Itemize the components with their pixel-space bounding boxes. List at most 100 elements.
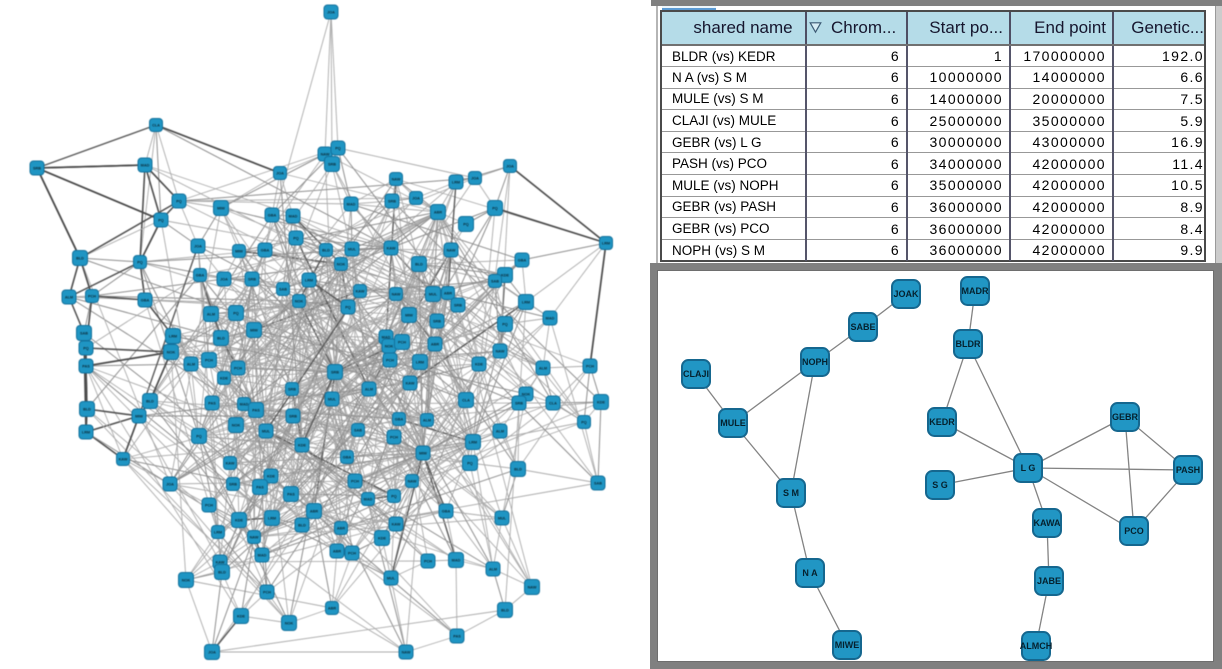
svg-text:BLD: BLD bbox=[218, 571, 226, 575]
svg-text:NAW: NAW bbox=[447, 249, 456, 253]
svg-text:PCO: PCO bbox=[1124, 526, 1144, 536]
svg-text:PQ: PQ bbox=[196, 435, 202, 439]
svg-text:L G: L G bbox=[1021, 463, 1036, 473]
svg-text:KDE: KDE bbox=[501, 274, 509, 278]
svg-text:PQ: PQ bbox=[137, 261, 143, 265]
svg-text:BLD: BLD bbox=[322, 249, 330, 253]
svg-text:PQ: PQ bbox=[581, 421, 587, 425]
svg-text:KDE: KDE bbox=[298, 444, 306, 448]
svg-text:SRB: SRB bbox=[515, 402, 523, 406]
svg-text:PQ: PQ bbox=[158, 219, 164, 223]
svg-text:PAS: PAS bbox=[252, 409, 260, 413]
svg-text:PCH: PCH bbox=[263, 591, 271, 595]
svg-text:ALM: ALM bbox=[489, 568, 497, 572]
svg-text:MIW: MIW bbox=[235, 250, 243, 254]
svg-text:JOA: JOA bbox=[208, 651, 216, 655]
svg-text:MIW: MIW bbox=[217, 207, 225, 211]
svg-text:MADR: MADR bbox=[962, 286, 989, 296]
svg-text:PCH: PCH bbox=[398, 341, 406, 345]
svg-text:MAD: MAD bbox=[364, 498, 373, 502]
svg-text:JOA: JOA bbox=[327, 11, 335, 15]
svg-text:MAD: MAD bbox=[258, 554, 267, 558]
svg-text:PQ: PQ bbox=[492, 207, 498, 211]
svg-text:ALM: ALM bbox=[65, 296, 73, 300]
svg-text:MUL: MUL bbox=[328, 398, 337, 402]
svg-text:BLD: BLD bbox=[415, 263, 423, 267]
svg-text:KAW: KAW bbox=[387, 247, 396, 251]
svg-text:ABR: ABR bbox=[328, 607, 336, 611]
svg-text:ABR: ABR bbox=[444, 292, 452, 296]
svg-text:MIW: MIW bbox=[135, 415, 143, 419]
svg-text:LRM: LRM bbox=[169, 335, 177, 339]
svg-text:PAS: PAS bbox=[287, 493, 295, 497]
svg-text:KAW: KAW bbox=[406, 382, 415, 386]
svg-text:SABE: SABE bbox=[850, 322, 875, 332]
svg-text:PQ: PQ bbox=[176, 200, 182, 204]
svg-text:JOA: JOA bbox=[276, 172, 284, 176]
svg-text:SAB: SAB bbox=[80, 332, 88, 336]
svg-text:CLA: CLA bbox=[152, 124, 160, 128]
svg-text:ABR: ABR bbox=[337, 527, 345, 531]
svg-text:GBA: GBA bbox=[141, 299, 150, 303]
svg-text:ABR: ABR bbox=[434, 211, 442, 215]
svg-text:ALM: ALM bbox=[365, 388, 373, 392]
svg-text:SAB: SAB bbox=[354, 429, 362, 433]
svg-text:PCH: PCH bbox=[586, 365, 594, 369]
svg-text:NOK: NOK bbox=[232, 424, 241, 428]
svg-text:LRM: LRM bbox=[452, 181, 460, 185]
svg-text:LRM: LRM bbox=[82, 431, 90, 435]
svg-text:NOK: NOK bbox=[337, 263, 346, 267]
svg-text:BLD: BLD bbox=[501, 609, 509, 613]
svg-text:SRB: SRB bbox=[331, 371, 339, 375]
svg-text:NAW: NAW bbox=[392, 293, 401, 297]
svg-text:LRM: LRM bbox=[522, 301, 530, 305]
svg-text:ALM: ALM bbox=[539, 367, 547, 371]
svg-text:NAW: NAW bbox=[250, 536, 259, 540]
svg-text:MAD: MAD bbox=[452, 559, 461, 563]
svg-text:MIW: MIW bbox=[405, 314, 413, 318]
svg-text:BLD: BLD bbox=[146, 400, 154, 404]
svg-text:PCH: PCH bbox=[205, 359, 213, 363]
svg-text:S M: S M bbox=[783, 488, 799, 498]
svg-text:PCH: PCH bbox=[205, 504, 213, 508]
svg-text:JOA: JOA bbox=[506, 165, 514, 169]
svg-text:JOA: JOA bbox=[166, 483, 174, 487]
svg-text:MIW: MIW bbox=[419, 452, 427, 456]
svg-text:KAW: KAW bbox=[119, 458, 128, 462]
svg-text:KEDR: KEDR bbox=[929, 417, 955, 427]
svg-text:CLA: CLA bbox=[549, 402, 557, 406]
svg-text:ABR: ABR bbox=[333, 550, 341, 554]
svg-text:KDE: KDE bbox=[475, 363, 483, 367]
svg-text:PASH: PASH bbox=[1176, 465, 1200, 475]
svg-text:GBA: GBA bbox=[395, 418, 404, 422]
svg-text:KAW: KAW bbox=[216, 561, 225, 565]
svg-text:ABR: ABR bbox=[310, 510, 318, 514]
svg-text:PAS: PAS bbox=[82, 365, 90, 369]
svg-text:LRM: LRM bbox=[416, 361, 424, 365]
svg-text:NOPH: NOPH bbox=[802, 357, 828, 367]
svg-text:MUL: MUL bbox=[348, 248, 357, 252]
svg-text:KDE: KDE bbox=[597, 401, 605, 405]
svg-text:GBA: GBA bbox=[518, 259, 527, 263]
svg-text:KDE: KDE bbox=[267, 475, 275, 479]
svg-text:LRM: LRM bbox=[469, 441, 477, 445]
svg-text:KDE: KDE bbox=[235, 519, 243, 523]
svg-text:N A: N A bbox=[802, 568, 818, 578]
svg-text:PQ: PQ bbox=[335, 147, 341, 151]
svg-text:BLD: BLD bbox=[83, 408, 91, 412]
svg-text:JOA: JOA bbox=[220, 278, 228, 282]
svg-text:PQ: PQ bbox=[233, 312, 239, 316]
svg-text:NOK: NOK bbox=[182, 579, 191, 583]
svg-text:SRB: SRB bbox=[454, 304, 462, 308]
svg-text:KAW: KAW bbox=[392, 523, 401, 527]
svg-text:MAD: MAD bbox=[141, 164, 150, 168]
svg-text:MUL: MUL bbox=[262, 430, 271, 434]
svg-text:GBA: GBA bbox=[196, 274, 205, 278]
svg-text:JOA: JOA bbox=[194, 245, 202, 249]
svg-text:MAD: MAD bbox=[347, 203, 356, 207]
svg-text:SAB: SAB bbox=[279, 288, 287, 292]
svg-text:S G: S G bbox=[932, 480, 948, 490]
svg-text:JOA: JOA bbox=[412, 197, 420, 201]
svg-text:PAS: PAS bbox=[208, 402, 216, 406]
svg-text:BLD: BLD bbox=[217, 337, 225, 341]
